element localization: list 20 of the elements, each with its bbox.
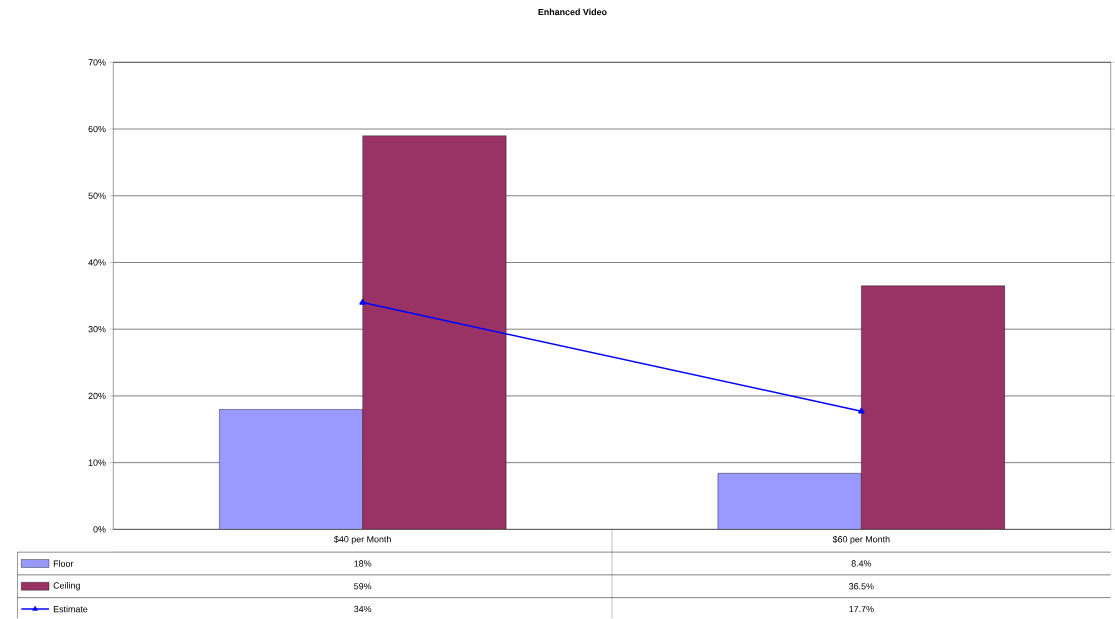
data-label: 36.5% [849, 583, 874, 590]
data-label: 18% [354, 560, 372, 567]
y-tick-label: 10% [88, 459, 106, 466]
y-tick-label: 20% [88, 392, 106, 400]
legend-label: Floor [53, 560, 74, 567]
y-tick-label: 50% [88, 192, 106, 200]
chart-title: Enhanced Video [538, 8, 607, 16]
y-tick-label: 0% [93, 526, 106, 533]
y-tick-label: 60% [88, 126, 106, 133]
data-label: 8.4% [851, 560, 872, 567]
data-label: 17.7% [849, 606, 874, 613]
x-tick-label: $40 per Month [334, 535, 391, 545]
y-tick-label: 40% [88, 259, 106, 266]
y-tick-label: 70% [88, 59, 106, 66]
data-label: 34% [354, 606, 372, 613]
legend-label: Ceiling [53, 582, 80, 591]
legend-label: Estimate [53, 605, 88, 613]
x-tick-label: $60 per Month [832, 535, 890, 545]
data-label: 59% [354, 583, 372, 590]
y-tick-label: 30% [88, 326, 106, 333]
